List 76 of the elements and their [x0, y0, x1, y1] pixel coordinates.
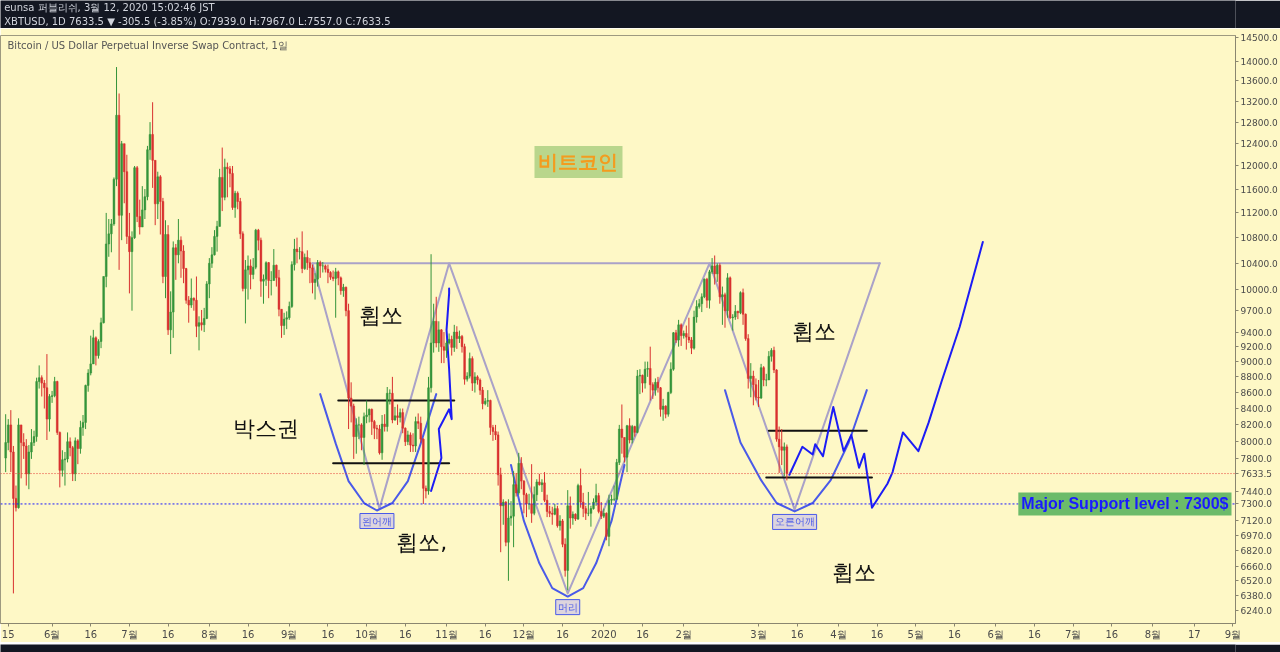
x-tick-label: 15 [1, 628, 15, 640]
series-label: 오른어깨 [774, 516, 815, 528]
x-tick-label: 16 [478, 628, 492, 640]
x-tick-label: 16 [1028, 628, 1041, 640]
x-tick-label: 12월 [512, 628, 536, 640]
x-tick-label: 6월 [987, 628, 1004, 640]
x-tick-label: 16 [636, 628, 649, 640]
y-tick-label: 10400.0 [1240, 258, 1278, 269]
y-tick-label: 8400.0 [1240, 404, 1273, 415]
y-tick-label: 8600.0 [1240, 388, 1273, 399]
x-tick-label: 2020 [591, 628, 617, 640]
y-tick-label: 8000.0 [1240, 437, 1273, 448]
y-tick-label: 7120.0 [1240, 516, 1273, 527]
y-tick-label: 12400.0 [1240, 139, 1278, 150]
y-tick-label: 8200.0 [1240, 420, 1273, 431]
x-tick-label: 16 [321, 628, 335, 640]
x-tick-label: 16 [790, 628, 804, 640]
x-tick-label: 7월 [1064, 628, 1082, 640]
y-tick-label: 8800.0 [1240, 372, 1273, 383]
x-tick-label: 11월 [435, 628, 458, 640]
series-label: 왼어깨 [361, 515, 392, 527]
x-tick-label: 3월 [750, 628, 767, 640]
x-tick-label: 8월 [1144, 628, 1162, 640]
y-tick-label: 6820.0 [1240, 545, 1273, 556]
annotation: 휩쏘 [358, 302, 403, 328]
series-label: 머리 [557, 601, 578, 613]
annotation: 휩쏘 [792, 319, 837, 345]
y-tick-label: 9400.0 [1240, 327, 1273, 338]
y-tick-label: 9700.0 [1240, 306, 1273, 317]
x-tick-label: 8월 [201, 628, 218, 640]
x-tick-label: 7월 [121, 628, 138, 640]
y-tick-label: 6520.0 [1240, 576, 1273, 587]
y-tick-label: 14000.0 [1240, 56, 1278, 67]
y-tick-label: 7300.0 [1240, 499, 1273, 510]
y-tick-label: 13600.0 [1240, 76, 1278, 87]
y-tick-label: 7633.5 [1240, 469, 1272, 480]
y-tick-label: 13200.0 [1240, 96, 1278, 107]
x-tick-label: 9월 [281, 628, 298, 640]
text: 비트코인 [538, 149, 619, 174]
x-tick-label: 17 [1187, 628, 1201, 640]
y-tick-label: 14500.0 [1240, 32, 1278, 43]
y-tick-label: 7440.0 [1240, 486, 1273, 497]
y-tick-label: 6660.0 [1240, 561, 1273, 572]
y-tick-label: 7800.0 [1240, 454, 1273, 465]
x-tick-label: 16 [948, 628, 961, 640]
y-tick-label: 12000.0 [1240, 161, 1278, 172]
y-tick-label: 10000.0 [1240, 285, 1278, 296]
annotation: 박스권 [233, 416, 300, 442]
x-tick-label: 16 [241, 628, 255, 640]
y-tick-label: 11200.0 [1240, 208, 1278, 219]
x-tick-label: 16 [1105, 628, 1119, 640]
x-tick-label: 5월 [907, 628, 924, 640]
y-tick-label: 12800.0 [1240, 117, 1278, 128]
text: XBTUSD, 1D 7633.5 ▼ -305.5 (-3.85%) O:7939.0 H:7967.0 L:7557.0 C:7633.5 [4, 16, 391, 27]
x-tick-label: 4월 [830, 628, 847, 640]
x-tick-label: 16 [84, 628, 98, 640]
x-tick-label: 6월 [43, 628, 61, 640]
x-tick-label: 10월 [355, 628, 378, 640]
ref-line-label: Major Support level : 7300$ [1021, 495, 1229, 513]
annotation: 휩쏘 [831, 559, 876, 585]
y-tick-label: 9200.0 [1240, 342, 1273, 353]
text: eunsa 퍼블리쉬, 3월 12, 2020 15:02:46 JST [4, 2, 216, 13]
x-tick-label: 16 [556, 628, 569, 640]
x-tick-label: 16 [398, 628, 412, 640]
y-tick-label: 6970.0 [1240, 530, 1273, 541]
x-tick-label: 2월 [675, 628, 692, 640]
y-tick-label: 6240.0 [1240, 606, 1273, 617]
x-tick-label: 16 [870, 628, 884, 640]
y-tick-label: 10800.0 [1240, 233, 1278, 244]
x-tick-label: 9월 [1224, 628, 1242, 640]
y-tick-label: 11600.0 [1240, 184, 1278, 195]
y-tick-label: 9000.0 [1240, 357, 1273, 368]
x-tick-label: 16 [161, 628, 175, 640]
y-tick-label: 6380.0 [1240, 591, 1273, 602]
annotation: 휩쏘, [396, 529, 448, 555]
chart-subtitle: Bitcoin / US Dollar Perpetual Inverse Swap Contract, 1일 [7, 40, 288, 51]
